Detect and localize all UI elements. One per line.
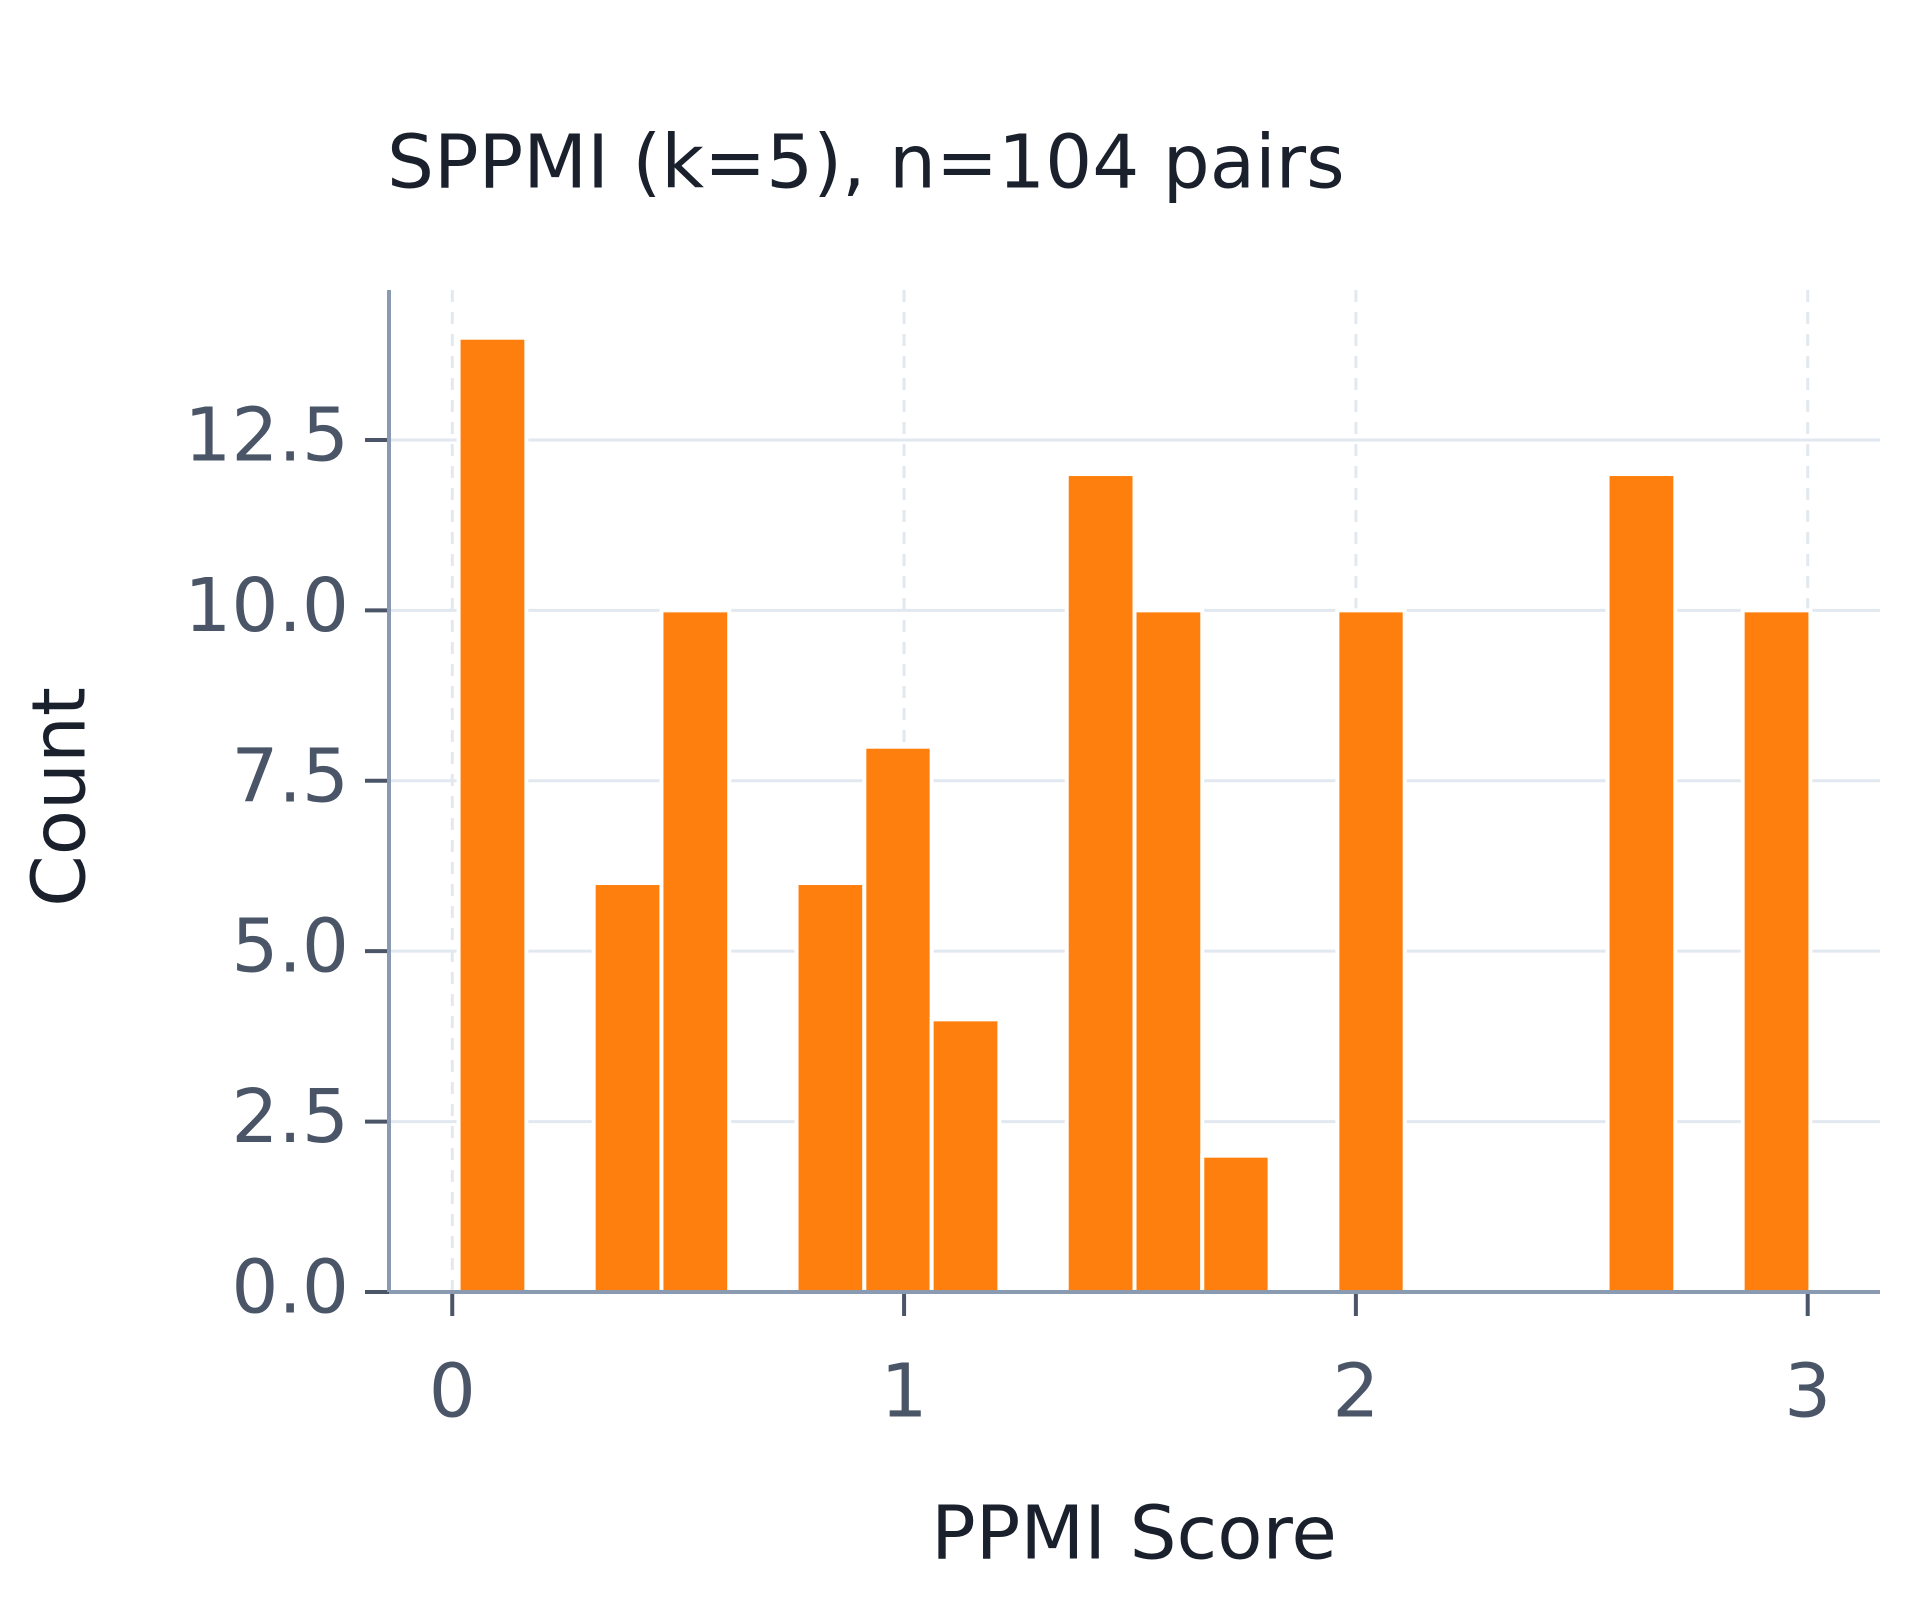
x-tick-label: 2 bbox=[1332, 1349, 1379, 1435]
y-tick-label: 5.0 bbox=[231, 904, 349, 990]
x-tick-label: 0 bbox=[429, 1349, 476, 1435]
y-tick-label: 7.5 bbox=[231, 733, 349, 819]
bar bbox=[591, 881, 664, 1294]
bar bbox=[1200, 1153, 1272, 1294]
bar bbox=[1132, 608, 1205, 1294]
bar bbox=[1335, 608, 1407, 1294]
y-tick-label: 0.0 bbox=[231, 1245, 349, 1331]
bar bbox=[929, 1017, 1002, 1294]
bar bbox=[794, 881, 867, 1294]
bar bbox=[862, 744, 934, 1294]
bar bbox=[456, 335, 529, 1294]
bar bbox=[1605, 472, 1678, 1294]
bar bbox=[1740, 608, 1813, 1294]
y-tick-label: 10.0 bbox=[184, 563, 349, 649]
x-axis-label: PPMI Score bbox=[931, 1491, 1337, 1577]
y-tick-label: 12.5 bbox=[184, 392, 349, 478]
chart-title: SPPMI (k=5), n=104 pairs bbox=[387, 120, 1345, 206]
y-axis-label: Count bbox=[17, 687, 103, 907]
bar bbox=[659, 608, 732, 1294]
x-tick-label: 1 bbox=[881, 1349, 928, 1435]
bar bbox=[1064, 472, 1137, 1294]
x-tick-label: 3 bbox=[1784, 1349, 1831, 1435]
y-tick-label: 2.5 bbox=[231, 1074, 349, 1160]
